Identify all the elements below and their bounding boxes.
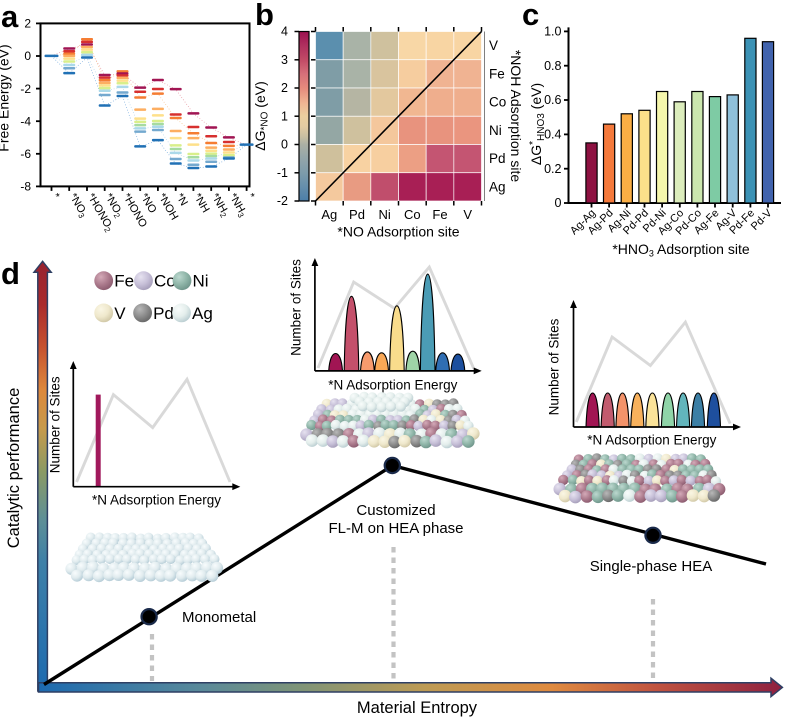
svg-text:3: 3 [281,53,288,67]
svg-text:Customized: Customized [356,502,435,519]
svg-text:Co: Co [404,207,421,222]
svg-text:-4: -4 [20,114,31,128]
svg-text:2: 2 [281,81,288,95]
svg-text:Pd: Pd [349,207,365,222]
svg-text:0: 0 [555,196,562,210]
svg-text:0.8: 0.8 [544,59,561,73]
svg-text:-6: -6 [20,147,31,161]
svg-text:V: V [114,304,126,323]
svg-text:Ni: Ni [193,272,209,291]
svg-text:*NO Adsorption site: *NO Adsorption site [337,224,459,240]
svg-text:V: V [489,38,498,53]
svg-text:2: 2 [24,17,31,31]
svg-text:*NOH Adsorption site: *NOH Adsorption site [508,50,524,182]
svg-text:Number of Sites: Number of Sites [48,376,63,473]
svg-text:Catalytic performance: Catalytic performance [5,388,23,548]
svg-text:b: b [255,0,274,32]
svg-text:-2: -2 [20,82,31,96]
svg-text:*: * [244,191,257,201]
svg-text:Single-phase HEA: Single-phase HEA [590,558,713,575]
svg-text:Pd: Pd [153,304,174,323]
svg-text:1.0: 1.0 [544,25,561,39]
svg-text:V: V [463,207,472,222]
svg-text:0: 0 [24,49,31,63]
svg-text:Fe: Fe [114,272,134,291]
svg-text:*N Adsorption Energy: *N Adsorption Energy [587,433,716,448]
svg-text:Fe: Fe [489,66,505,81]
svg-text:0: 0 [281,138,288,152]
svg-text:a: a [1,0,19,34]
svg-text:FL-M on HEA phase: FL-M on HEA phase [328,520,463,537]
svg-text:Ag: Ag [489,179,506,194]
svg-text:Pd: Pd [489,151,506,166]
svg-text:Material Entropy: Material Entropy [357,699,478,717]
svg-text:-8: -8 [20,180,31,194]
svg-text:*: * [49,191,62,201]
svg-text:*HNO3 Adsorption site: *HNO3 Adsorption site [612,241,750,258]
svg-text:Monometal: Monometal [182,609,256,626]
svg-text:*N: *N [173,191,190,208]
svg-text:*N Adsorption Energy: *N Adsorption Energy [328,378,457,393]
svg-text:0.6: 0.6 [544,93,561,107]
svg-text:d: d [1,256,20,291]
svg-text:-2: -2 [277,194,288,208]
svg-text:Ni: Ni [379,207,391,222]
svg-text:Free Energy (eV): Free Energy (eV) [0,44,12,151]
svg-text:Fe: Fe [432,207,447,222]
svg-text:Number of Sites: Number of Sites [289,259,304,356]
svg-text:*N Adsorption Energy: *N Adsorption Energy [92,493,221,508]
svg-text:Ni: Ni [489,123,502,138]
svg-text:ΔG*NO (eV): ΔG*NO (eV) [252,81,271,151]
svg-text:1: 1 [281,110,288,124]
svg-text:Co: Co [489,95,506,110]
svg-text:Number of Sites: Number of Sites [547,318,562,415]
svg-text:c: c [522,0,539,32]
svg-text:-1: -1 [277,166,288,180]
svg-text:Ag: Ag [321,207,337,222]
svg-text:Ag: Ag [192,304,213,323]
svg-text:0.2: 0.2 [544,162,561,176]
svg-text:0.4: 0.4 [544,128,561,142]
svg-text:4: 4 [281,25,288,39]
svg-text:Co: Co [154,272,176,291]
